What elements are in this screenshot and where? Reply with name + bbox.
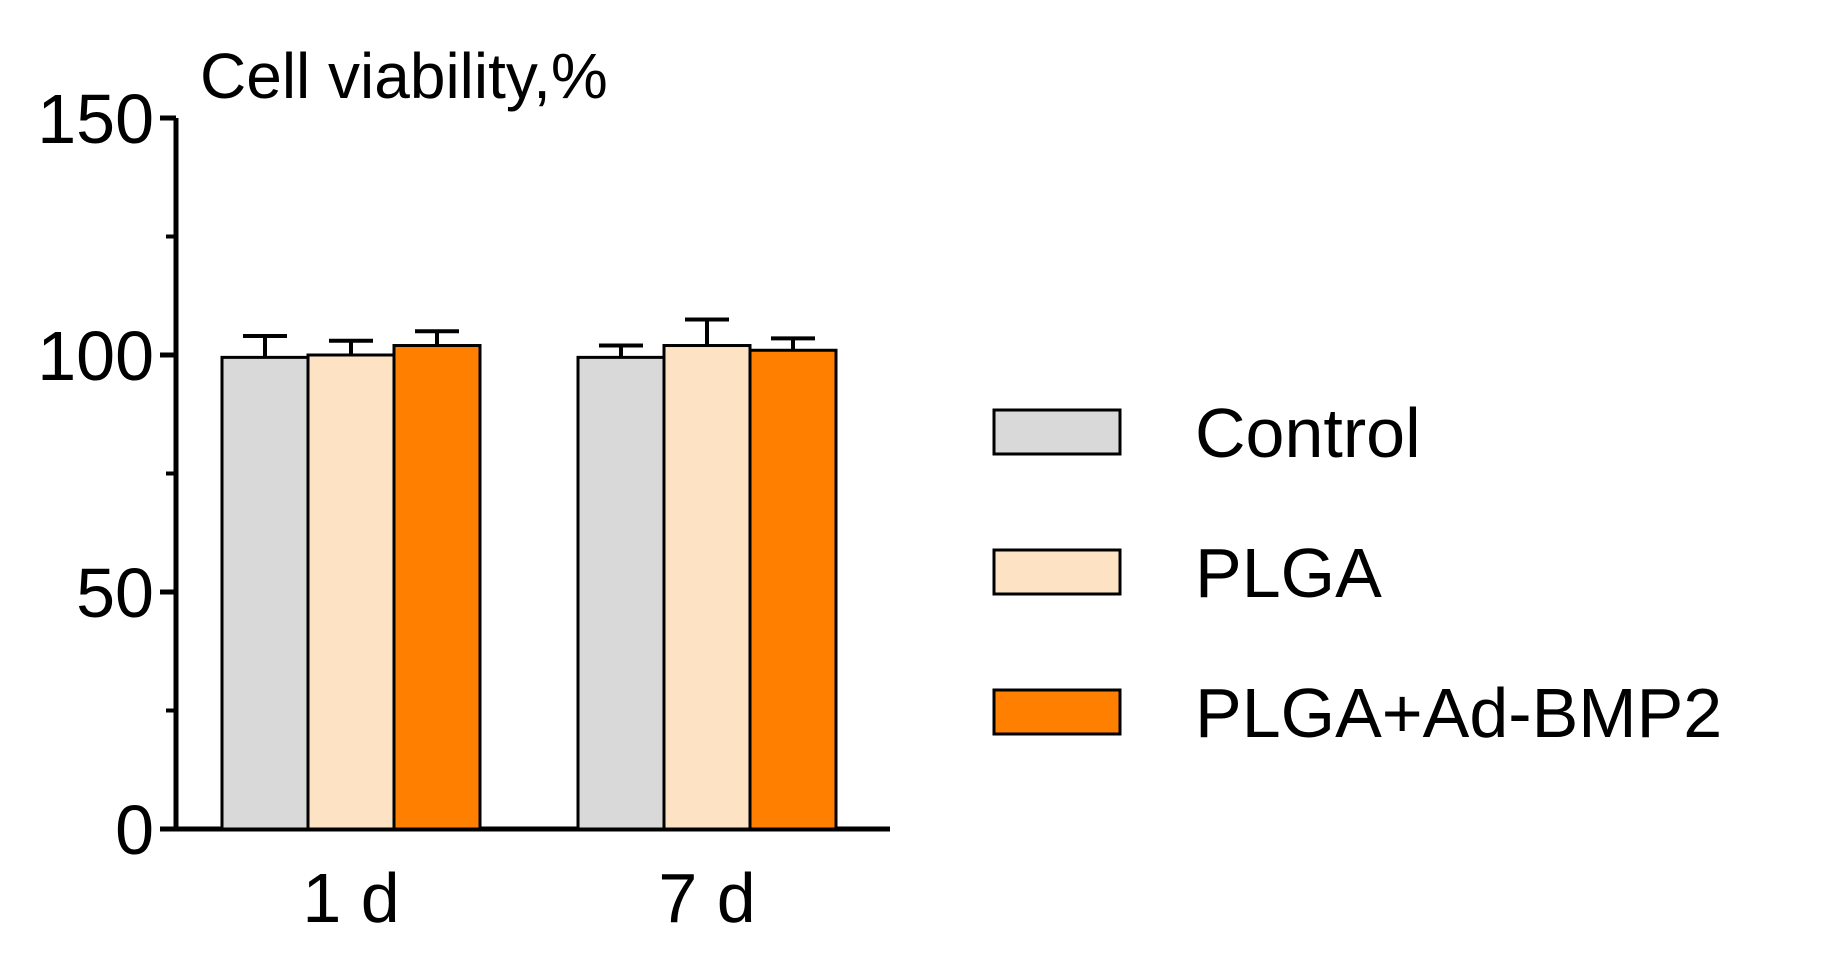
y-tick-label: 100 <box>37 317 154 395</box>
legend: Control PLGA PLGA+Ad-BMP2 <box>992 394 1722 752</box>
legend-label: PLGA+Ad-BMP2 <box>1195 674 1722 752</box>
x-category-label: 7 d <box>658 859 755 937</box>
y-axis-label: Cell viability,% <box>200 40 608 112</box>
legend-label: PLGA <box>1195 534 1382 612</box>
y-tick-label: 0 <box>115 791 154 869</box>
bars <box>220 344 838 831</box>
bar-plga-ad-bmp2-0 <box>392 344 482 831</box>
bar-plga-1 <box>662 344 752 831</box>
y-tick-label: 150 <box>37 80 154 158</box>
bar-plga-0 <box>306 353 396 831</box>
legend-swatch <box>992 408 1122 456</box>
legend-swatch <box>992 548 1122 596</box>
y-tick-label: 50 <box>76 554 154 632</box>
bar-control-1 <box>576 355 666 831</box>
bar-plga-ad-bmp2-1 <box>748 348 838 831</box>
tick-labels: 0 50 100 150 1 d 7 d <box>37 80 755 937</box>
bar-control-0 <box>220 355 310 831</box>
x-category-label: 1 d <box>302 859 399 937</box>
legend-label: Control <box>1195 394 1421 472</box>
legend-swatch <box>992 688 1122 736</box>
error-bars <box>243 317 815 358</box>
